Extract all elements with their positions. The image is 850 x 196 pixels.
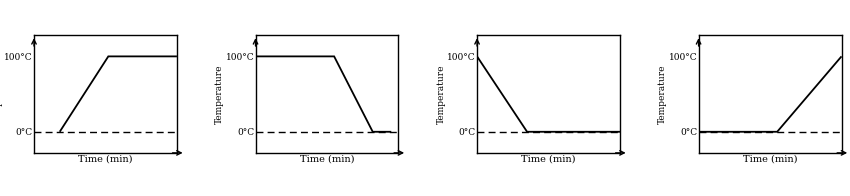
X-axis label: Time (min): Time (min): [78, 154, 133, 163]
Y-axis label: Temperature: Temperature: [0, 64, 3, 124]
X-axis label: Time (min): Time (min): [521, 154, 575, 163]
Y-axis label: Temperature: Temperature: [215, 64, 224, 124]
Y-axis label: Temperature: Temperature: [658, 64, 667, 124]
X-axis label: Time (min): Time (min): [300, 154, 354, 163]
X-axis label: Time (min): Time (min): [743, 154, 797, 163]
Y-axis label: Temperature: Temperature: [437, 64, 445, 124]
